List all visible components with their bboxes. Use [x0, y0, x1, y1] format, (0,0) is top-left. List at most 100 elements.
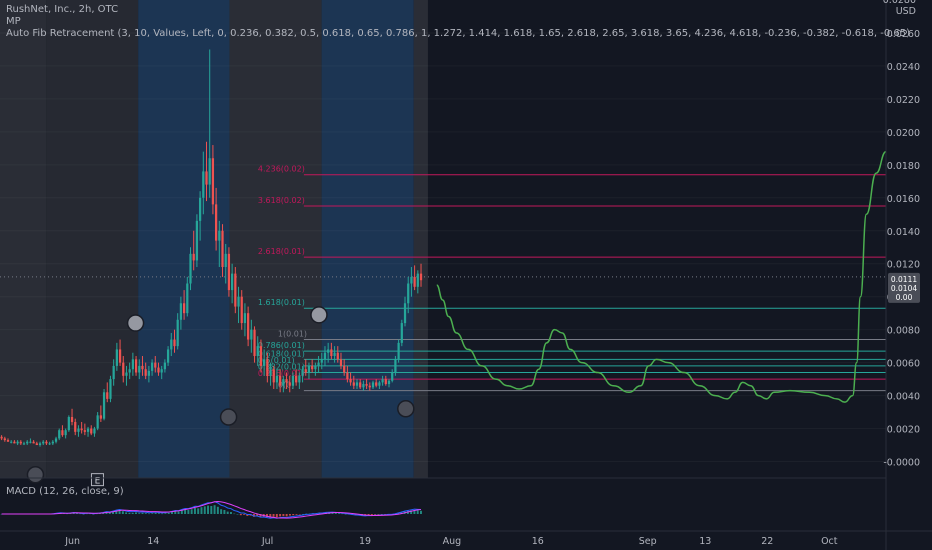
price-tick-label: 0.0140: [887, 227, 920, 238]
price-tick-label: 0.0060: [887, 359, 920, 370]
macd-histogram-bar: [161, 513, 164, 515]
macd-histogram-bar: [197, 508, 200, 514]
candle-body: [256, 346, 259, 357]
time-tick-label: 19: [359, 536, 371, 547]
candle-body: [304, 369, 307, 373]
candle-body: [147, 370, 150, 376]
macd-histogram-bar: [112, 511, 115, 514]
candle-body: [352, 382, 355, 386]
price-tick-label: 0.0220: [887, 95, 920, 106]
time-tick-label: Jul: [261, 536, 273, 547]
candle-body: [311, 365, 314, 370]
time-axis[interactable]: Jun 14 Jul 19 Aug 16 Sep 13 22 Oct: [0, 530, 932, 547]
macd-histogram-bar: [79, 513, 82, 515]
time-tick-label: 16: [532, 536, 544, 547]
macd-histogram-bar: [331, 512, 334, 514]
candle-body: [282, 379, 285, 386]
candle-body: [115, 349, 118, 366]
macd-histogram-bar: [279, 514, 282, 517]
candle-body: [400, 323, 403, 343]
macd-histogram-bar: [125, 512, 128, 514]
candle-body: [26, 441, 29, 444]
candle-body: [70, 417, 74, 422]
candle-body: [141, 365, 144, 370]
candle-body: [250, 329, 253, 340]
macd-histogram-bar: [187, 510, 190, 514]
macd-histogram-bar: [213, 505, 216, 514]
price-tick-label: 0.0260: [887, 29, 920, 40]
candle-body: [330, 349, 333, 357]
macd-histogram-bar: [229, 512, 232, 514]
macd-histogram-bar: [180, 510, 183, 514]
signal-line: [1, 500, 422, 519]
fib-level-label: 0.382(0.01): [258, 363, 305, 372]
candle-body: [323, 352, 327, 360]
candle-body: [182, 303, 186, 314]
macd-histogram-bar: [171, 512, 173, 514]
macd-histogram-bar: [410, 510, 413, 514]
candle-body: [74, 421, 77, 432]
candle-body: [346, 372, 349, 380]
candle-body: [150, 362, 154, 371]
macd-histogram-bar: [148, 513, 151, 515]
mp-indicator-legend[interactable]: MP: [6, 16, 21, 27]
event-marker-circle: [397, 400, 415, 418]
price-tick-label: 0.0180: [887, 161, 920, 172]
projection-path: [436, 150, 887, 403]
candle-body: [240, 296, 243, 324]
candle-body: [106, 392, 109, 399]
candle-body: [29, 441, 32, 443]
macd-histogram-bar: [98, 513, 101, 514]
time-tick-label: 14: [147, 536, 159, 547]
macd-histogram-bar: [108, 512, 111, 514]
macd-histogram-bar: [344, 514, 347, 515]
symbol-legend[interactable]: RushNet, Inc., 2h, OTC: [6, 4, 119, 15]
candle-body: [3, 438, 6, 441]
candle-body: [403, 303, 407, 324]
candle-body: [173, 339, 176, 347]
candle-body: [35, 443, 38, 446]
candle-body: [195, 220, 199, 261]
macd-histogram-bar: [226, 511, 229, 514]
fib-level-label: 1.618(0.01): [258, 298, 305, 307]
macd-legend[interactable]: MACD (12, 26, close, 9): [6, 486, 124, 497]
candle-body: [202, 171, 205, 198]
price-axis[interactable]: 0.0260 0.0240 0.0220 0.0200 0.0180 0.0160 0.01…: [883, 0, 932, 550]
fib-retracement-levels: 4.236(0.02) 3.618(0.02) 2.618(0.01) 1.618(0…: [258, 165, 886, 392]
candle-body: [288, 382, 291, 386]
fib-level-label: 2.618(0.01): [258, 247, 305, 256]
candle-body: [247, 313, 250, 340]
time-tick-label: 13: [699, 536, 711, 547]
session-band-blue: [138, 0, 230, 478]
candle-body: [102, 392, 106, 419]
candle-body: [42, 441, 45, 444]
candle-body: [134, 359, 138, 373]
candle-body: [224, 253, 227, 268]
macd-histogram-bar: [285, 514, 288, 517]
time-tick-label: Sep: [639, 536, 657, 547]
fib-level-label: 0.618(0.01): [258, 349, 305, 358]
candle-body: [307, 365, 311, 373]
macd-histogram-bar: [416, 510, 419, 514]
fib-indicator-legend[interactable]: Auto Fib Retracement (3, 10, Values, Lef…: [6, 28, 911, 39]
candle-body: [131, 359, 134, 370]
candle-body: [317, 362, 320, 366]
macd-histogram-bar: [220, 509, 223, 514]
macd-histogram-bar: [203, 506, 206, 514]
macd-histogram-bar: [338, 513, 341, 514]
candle-body: [16, 441, 19, 444]
candle-body: [339, 359, 343, 366]
candle-body: [272, 369, 275, 383]
candle-body: [86, 428, 90, 432]
price-tick-label-clipped: 0.0280: [883, 0, 916, 6]
candle-body: [80, 428, 83, 431]
macd-histogram-bar: [118, 510, 121, 514]
event-markers[interactable]: E: [26, 306, 415, 487]
fib-level-label: 3.618(0.02): [258, 196, 305, 205]
candle-body: [387, 380, 391, 385]
event-marker-circle: [126, 314, 145, 332]
macd-histogram-bar: [341, 513, 344, 515]
price-tick-label: 0.0120: [887, 260, 920, 271]
macd-histogram-bar: [400, 512, 403, 514]
